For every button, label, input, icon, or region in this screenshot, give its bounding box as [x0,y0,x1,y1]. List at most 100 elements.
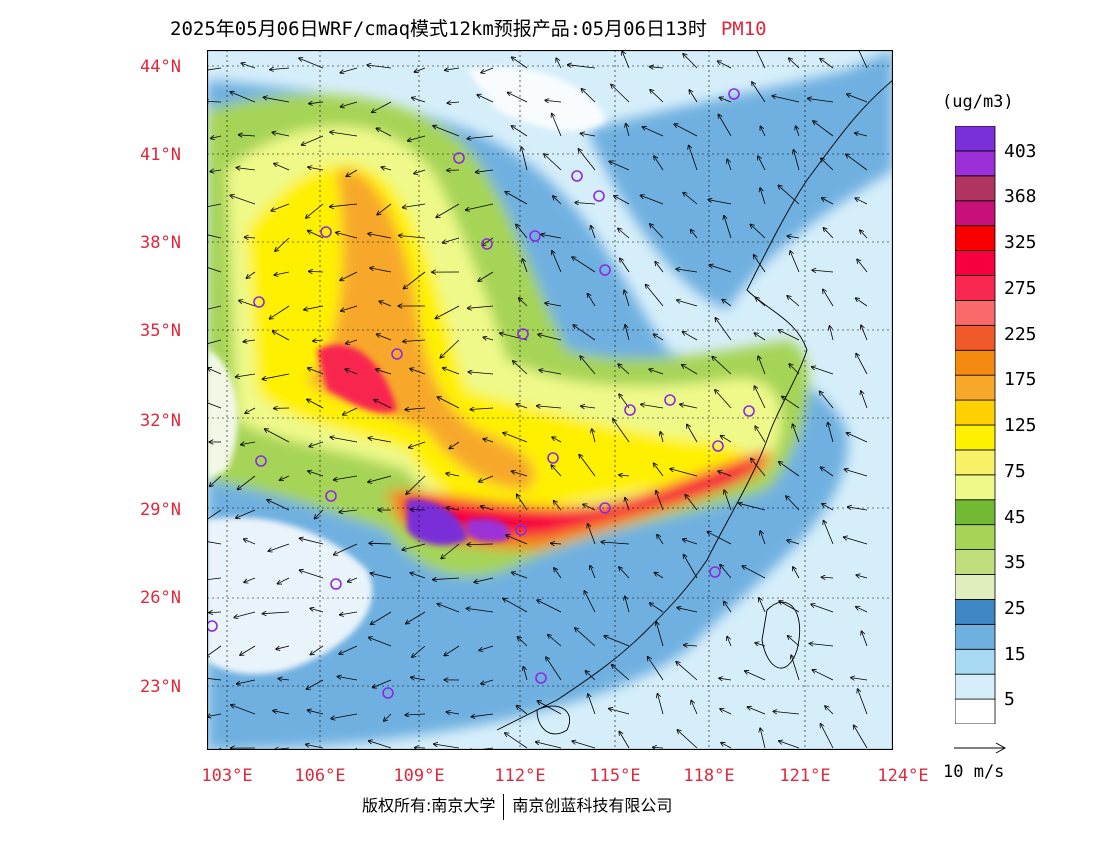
wind-arrow [246,271,256,278]
wind-arrow [348,577,358,582]
wind-arrow [822,577,834,578]
wind-arrow [724,490,732,511]
legend-swatch [955,524,996,550]
wind-arrow [708,200,732,205]
legend-units: (ug/m3) [942,92,1014,112]
wind-arrow [830,326,834,341]
pollution-map [207,50,893,750]
wind-arrow [330,203,358,207]
wind-arrow [278,577,290,584]
wind-arrow [334,475,358,480]
wind-arrow [478,271,494,281]
wind-arrow [756,297,766,307]
wind-arrow [856,354,868,375]
wind-arrow [506,535,528,545]
city-markers [207,88,755,699]
wind-arrow [207,402,222,409]
lon-label-109: 109°E [393,766,445,786]
wind-arrow [272,132,290,137]
wind-arrow [414,67,426,72]
wind-arrow [625,596,630,613]
wind-arrow [727,637,732,647]
wind-arrow [684,555,698,579]
wind-arrow [231,705,256,715]
wind-arrow [820,59,834,69]
wind-arrow [481,67,494,73]
wind-arrow [779,601,800,613]
wind-arrow [575,628,596,647]
wind-arrow [727,159,732,171]
wind-arrow [786,496,800,511]
wind-arrow [412,98,426,103]
wind-arrow [211,136,222,138]
wind-arrow [503,433,528,443]
wind-arrow [581,133,596,136]
copyright: 版权所有:南京大学 南京创蓝科技有限公司 [362,792,672,820]
wind-vectors [207,50,868,750]
wind-arrow [720,98,732,103]
wind-arrow [447,712,460,714]
wind-arrow [270,68,290,70]
chart-title: 2025年05月06日WRF/cmaq模式12km预报产品:05月06日13时 P… [170,14,970,41]
wind-arrow [712,357,732,375]
wind-arrow [443,368,460,375]
wind-arrow [341,101,358,107]
wind-arrow [370,268,392,273]
wind-arrow [330,132,358,137]
wind-arrow [790,251,800,273]
wind-arrow [591,226,596,239]
wind-arrow [578,149,596,171]
wind-arrow [374,400,392,409]
wind-arrow [306,745,324,749]
wind-arrow [483,337,494,340]
wind-arrow [477,95,494,103]
wind-arrow [207,714,222,717]
wind-arrow [683,193,698,205]
wind-arrow [468,372,494,374]
wind-arrow [745,671,766,681]
wind-arrow [207,266,222,273]
wind-arrow [650,90,664,103]
wind-arrow [722,300,732,307]
wind-arrow [381,167,392,170]
clean-areas [207,67,607,675]
wind-arrow [340,611,358,615]
wind-arrow [687,425,698,443]
wind-arrow [854,725,868,749]
wind-arrow [618,364,630,375]
wind-arrow [812,670,834,681]
wind-arrow [410,369,426,375]
wind-arrow [207,305,222,310]
legend-swatch [955,449,996,476]
wind-arrow [689,146,698,171]
wind-arrow [649,369,664,375]
wind-arrow [271,203,290,211]
wind-arrow [609,161,630,171]
wind-arrow [821,467,834,477]
wind-arrow [369,637,392,647]
wind-arrow [862,631,868,647]
wind-arrow [619,475,630,476]
wind-arrow [372,101,392,112]
legend-label-275: 275 [1004,278,1037,299]
wind-arrow [523,667,528,681]
wind-arrow [408,135,426,141]
wind-arrow [845,469,868,477]
wind-arrow [656,622,664,647]
wind-arrow [556,58,562,69]
wind-arrow [620,258,630,273]
wind-arrow [676,269,698,273]
color-legend [955,126,996,724]
wind-arrow [758,156,766,171]
legend-swatch [955,623,996,650]
wind-arrow [760,126,766,137]
wind-arrow [676,662,698,681]
wind-arrow [336,233,358,239]
wind-arrow [857,50,868,69]
lon-label-115: 115°E [589,766,641,786]
wind-arrow [516,404,528,409]
legend-label-403: 403 [1004,141,1037,162]
wind-arrow [310,608,324,613]
wind-arrow [436,305,460,319]
legend-swatch [955,549,996,575]
